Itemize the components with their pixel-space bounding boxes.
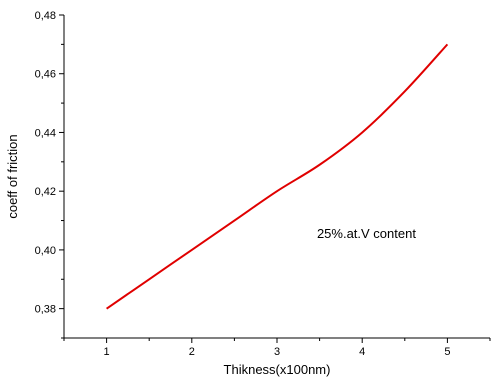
x-axis-label: Thikness(x100nm) <box>224 362 331 377</box>
x-tick-label: 2 <box>189 346 195 358</box>
x-ticks: 1 2 3 4 5 <box>63 338 491 358</box>
y-axis-label: coeff of friction <box>5 134 20 218</box>
y-tick-label: 0,44 <box>35 127 56 139</box>
y-tick-label: 0,38 <box>35 304 56 316</box>
y-tick-label: 0,40 <box>35 245 56 257</box>
axes <box>63 15 490 339</box>
series-line <box>106 43 449 310</box>
x-tick-label: 3 <box>274 346 280 358</box>
y-ticks: 0,38 0,40 0,42 0,44 0,46 0,48 <box>35 10 64 339</box>
x-tick-label: 1 <box>104 346 110 358</box>
x-tick-label: 5 <box>444 346 450 358</box>
x-tick-label: 4 <box>359 346 365 358</box>
y-tick-label: 0,46 <box>35 69 56 81</box>
y-tick-label: 0,42 <box>35 186 56 198</box>
annotation-text: 25%.at.V content <box>317 226 416 241</box>
series-layer <box>106 43 449 310</box>
y-tick-label: 0,48 <box>35 10 56 22</box>
